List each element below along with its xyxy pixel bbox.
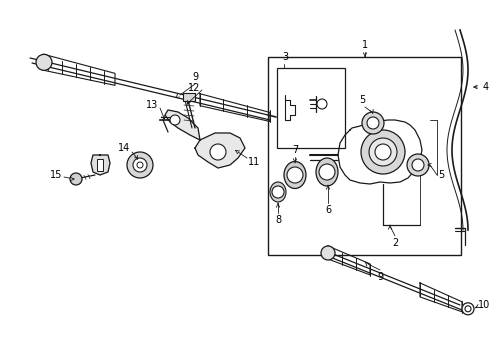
Text: 13: 13: [146, 100, 158, 110]
Text: 6: 6: [325, 205, 331, 215]
Circle shape: [287, 167, 303, 183]
Circle shape: [412, 159, 424, 171]
Text: 4: 4: [483, 82, 489, 92]
Circle shape: [369, 138, 397, 166]
Polygon shape: [338, 120, 422, 184]
Text: 11: 11: [248, 157, 260, 167]
Ellipse shape: [270, 182, 286, 202]
Circle shape: [317, 99, 327, 109]
Circle shape: [70, 173, 82, 185]
Text: 9: 9: [192, 72, 198, 82]
Text: 2: 2: [392, 238, 398, 248]
Bar: [183, 93, 195, 101]
Text: 10: 10: [478, 300, 490, 310]
Circle shape: [375, 144, 391, 160]
Circle shape: [362, 112, 384, 134]
Circle shape: [465, 306, 471, 312]
Bar: [97, 159, 103, 171]
Circle shape: [407, 154, 429, 176]
Text: 9: 9: [377, 272, 383, 282]
Polygon shape: [91, 155, 110, 175]
Circle shape: [367, 117, 379, 129]
Text: 7: 7: [292, 145, 298, 155]
Circle shape: [137, 162, 143, 168]
Circle shape: [133, 158, 147, 172]
Bar: [268, 57, 461, 255]
Circle shape: [127, 152, 153, 178]
Bar: [277, 68, 345, 148]
Text: 5: 5: [438, 170, 444, 180]
Text: 15: 15: [49, 170, 62, 180]
Ellipse shape: [284, 162, 306, 189]
Circle shape: [319, 164, 335, 180]
Text: 5: 5: [359, 95, 365, 105]
Circle shape: [170, 115, 180, 125]
Text: 8: 8: [275, 215, 281, 225]
Circle shape: [462, 303, 474, 315]
Text: 12: 12: [188, 83, 200, 93]
Ellipse shape: [316, 158, 338, 186]
Circle shape: [36, 54, 52, 70]
Text: 14: 14: [118, 143, 130, 153]
Circle shape: [361, 130, 405, 174]
Text: 3: 3: [282, 52, 288, 62]
Circle shape: [210, 144, 226, 160]
Polygon shape: [195, 133, 245, 168]
Polygon shape: [165, 110, 200, 140]
Circle shape: [272, 186, 284, 198]
Circle shape: [321, 246, 335, 260]
Text: 1: 1: [362, 40, 368, 50]
